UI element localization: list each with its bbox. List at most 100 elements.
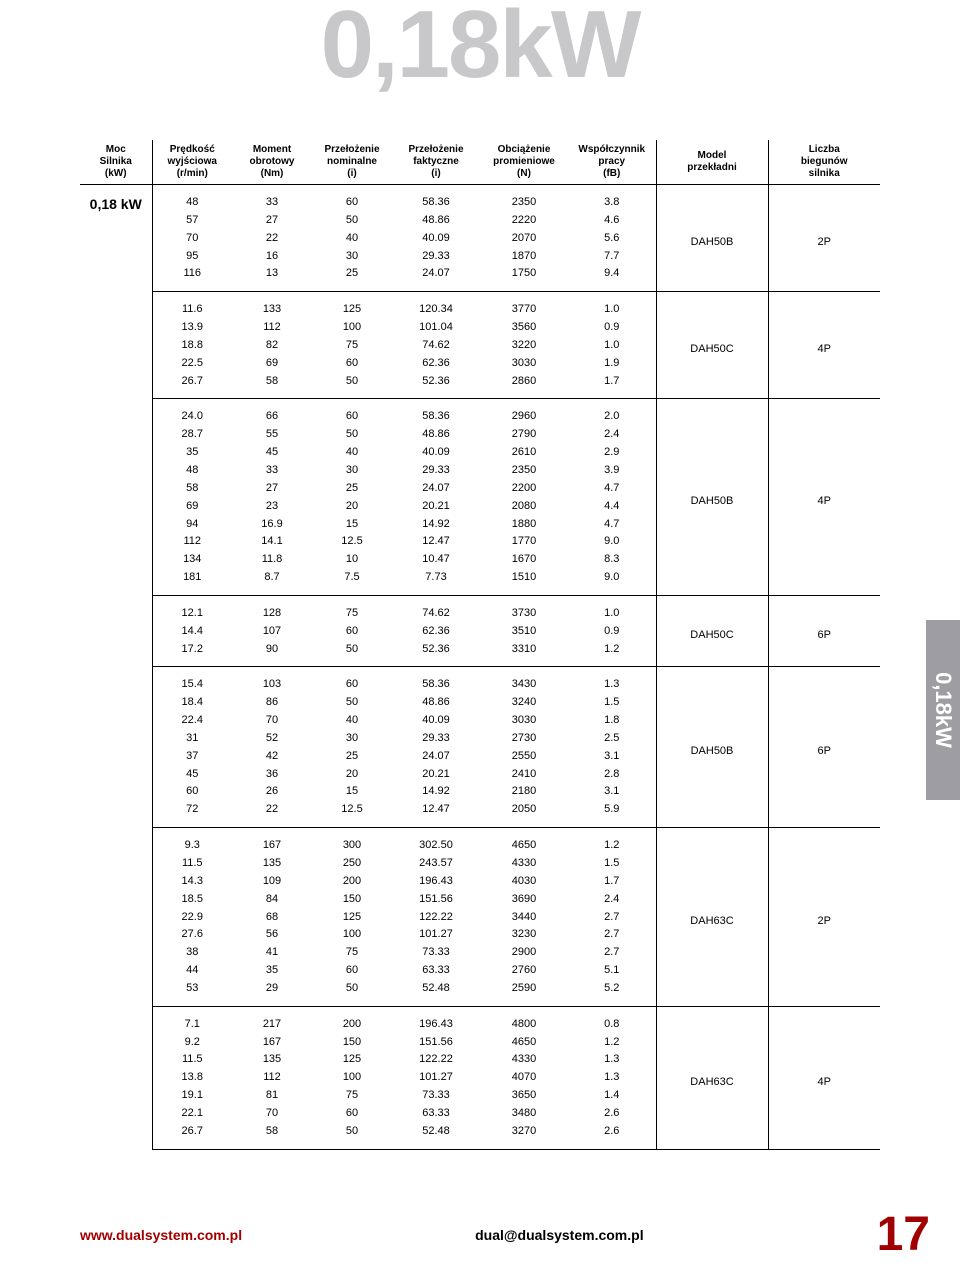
data-cell: 30	[312, 461, 392, 479]
data-cell: 53	[152, 979, 232, 1006]
data-cell: 48	[152, 185, 232, 212]
data-cell: 38	[152, 944, 232, 962]
data-cell: 18.4	[152, 694, 232, 712]
data-cell: 40	[312, 712, 392, 730]
data-cell: 40	[312, 444, 392, 462]
data-cell: 48.86	[392, 426, 480, 444]
data-cell: 217	[232, 1006, 312, 1033]
data-cell: 101.04	[392, 319, 480, 337]
data-cell: 1.5	[568, 855, 656, 873]
data-cell: 73.33	[392, 944, 480, 962]
data-cell: 22.4	[152, 712, 232, 730]
data-cell: 9.0	[568, 569, 656, 596]
data-cell: 45	[152, 765, 232, 783]
data-cell: 66	[232, 399, 312, 426]
data-cell: 122.22	[392, 908, 480, 926]
data-cell: 30	[312, 247, 392, 265]
data-cell: 29.33	[392, 729, 480, 747]
table-row: 9.3167300302.5046501.2DAH63C2P	[80, 828, 880, 855]
table-row: 24.0666058.3629602.0DAH50B4P	[80, 399, 880, 426]
data-cell: 60	[152, 783, 232, 801]
data-cell: 4330	[480, 855, 568, 873]
data-cell: 60	[312, 622, 392, 640]
data-cell: 128	[232, 595, 312, 622]
data-cell: 4030	[480, 872, 568, 890]
data-cell: 75	[312, 944, 392, 962]
data-cell: 50	[312, 1122, 392, 1149]
data-cell: 45	[232, 444, 312, 462]
data-cell: 50	[312, 694, 392, 712]
data-cell: 7.1	[152, 1006, 232, 1033]
data-cell: 62.36	[392, 354, 480, 372]
data-cell: 24.07	[392, 747, 480, 765]
data-cell: 11.6	[152, 292, 232, 319]
data-cell: 196.43	[392, 1006, 480, 1033]
col-header-pfak: Przełożeniefaktyczne(i)	[392, 140, 480, 185]
data-cell: 0.9	[568, 622, 656, 640]
data-cell: 135	[232, 855, 312, 873]
data-cell: 1.0	[568, 595, 656, 622]
col-header-wsp: Współczynnikpracy(fB)	[568, 140, 656, 185]
data-cell: 20.21	[392, 765, 480, 783]
data-cell: 11.5	[152, 1051, 232, 1069]
data-cell: 12.5	[312, 533, 392, 551]
data-cell: 1750	[480, 265, 568, 292]
data-cell: 3440	[480, 908, 568, 926]
data-cell: 2.5	[568, 729, 656, 747]
data-cell: 2.7	[568, 908, 656, 926]
data-cell: 2610	[480, 444, 568, 462]
model-cell: DAH63C	[656, 1006, 768, 1149]
data-cell: 35	[152, 444, 232, 462]
data-cell: 2410	[480, 765, 568, 783]
data-cell: 24.07	[392, 265, 480, 292]
data-cell: 50	[312, 211, 392, 229]
data-cell: 100	[312, 926, 392, 944]
poles-cell: 6P	[768, 667, 880, 828]
data-cell: 3770	[480, 292, 568, 319]
col-header-pnom: Przełożenienominalne(i)	[312, 140, 392, 185]
data-cell: 26.7	[152, 372, 232, 399]
data-cell: 58	[232, 1122, 312, 1149]
col-header-mod: Modelprzekładni	[656, 140, 768, 185]
data-cell: 1880	[480, 515, 568, 533]
data-cell: 300	[312, 828, 392, 855]
model-cell: DAH50B	[656, 667, 768, 828]
page-title: 0,18kW	[321, 0, 640, 100]
data-cell: 74.62	[392, 336, 480, 354]
data-cell: 0.8	[568, 1006, 656, 1033]
data-cell: 2350	[480, 461, 568, 479]
data-cell: 75	[312, 1087, 392, 1105]
data-cell: 2550	[480, 747, 568, 765]
data-cell: 8.7	[232, 569, 312, 596]
data-cell: 63.33	[392, 1104, 480, 1122]
data-cell: 23	[232, 497, 312, 515]
data-cell: 122.22	[392, 1051, 480, 1069]
data-cell: 2220	[480, 211, 568, 229]
data-cell: 100	[312, 319, 392, 337]
data-cell: 60	[312, 399, 392, 426]
data-cell: 50	[312, 426, 392, 444]
data-cell: 14.92	[392, 515, 480, 533]
data-cell: 55	[232, 426, 312, 444]
data-cell: 82	[232, 336, 312, 354]
data-cell: 7.7	[568, 247, 656, 265]
data-cell: 3510	[480, 622, 568, 640]
data-cell: 20	[312, 497, 392, 515]
model-cell: DAH50B	[656, 399, 768, 595]
model-cell: DAH50B	[656, 185, 768, 292]
data-cell: 3.1	[568, 747, 656, 765]
data-cell: 3560	[480, 319, 568, 337]
data-cell: 2900	[480, 944, 568, 962]
data-cell: 100	[312, 1069, 392, 1087]
table-row: 7.1217200196.4348000.8DAH63C4P	[80, 1006, 880, 1033]
data-cell: 16.9	[232, 515, 312, 533]
poles-cell: 2P	[768, 828, 880, 1007]
data-cell: 94	[152, 515, 232, 533]
data-cell: 2.4	[568, 890, 656, 908]
data-cell: 9.4	[568, 265, 656, 292]
data-cell: 250	[312, 855, 392, 873]
data-cell: 50	[312, 979, 392, 1006]
data-cell: 181	[152, 569, 232, 596]
data-cell: 52.36	[392, 372, 480, 399]
data-cell: 2730	[480, 729, 568, 747]
